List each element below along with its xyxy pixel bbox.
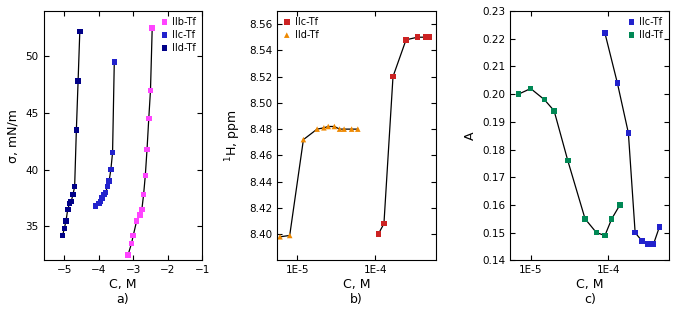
IIb-Tf	[135, 213, 145, 218]
IId-Tf	[298, 137, 309, 142]
IIc-Tf	[401, 37, 412, 42]
IId-Tf	[606, 216, 617, 221]
IIc-Tf	[420, 35, 431, 40]
IIc-Tf	[99, 192, 110, 197]
IId-Tf	[323, 124, 334, 129]
IIc-Tf	[612, 80, 623, 85]
IId-Tf	[318, 125, 329, 130]
IIb-Tf	[147, 25, 158, 30]
IId-Tf	[61, 218, 72, 223]
IIb-Tf	[122, 252, 133, 257]
IId-Tf	[68, 192, 78, 197]
IIc-Tf	[654, 225, 665, 230]
IId-Tf	[539, 97, 550, 102]
IIb-Tf	[126, 241, 137, 246]
Legend: IIb-Tf, IIc-Tf, IId-Tf: IIb-Tf, IIc-Tf, IId-Tf	[160, 16, 197, 54]
IId-Tf	[274, 234, 285, 239]
IId-Tf	[69, 184, 80, 189]
Legend: IIc-Tf, IId-Tf: IIc-Tf, IId-Tf	[282, 16, 319, 41]
IIc-Tf	[90, 203, 101, 208]
IId-Tf	[614, 203, 625, 208]
X-axis label: C, M
a): C, M a)	[109, 278, 137, 306]
IIb-Tf	[128, 233, 139, 238]
IIc-Tf	[412, 35, 422, 40]
IId-Tf	[591, 230, 602, 235]
IId-Tf	[57, 233, 68, 238]
IIb-Tf	[145, 88, 156, 93]
X-axis label: C, M
b): C, M b)	[343, 278, 370, 306]
IId-Tf	[74, 29, 85, 34]
IId-Tf	[562, 158, 573, 163]
IIc-Tf	[93, 201, 104, 206]
IId-Tf	[600, 233, 610, 238]
IIc-Tf	[623, 131, 634, 136]
IIc-Tf	[630, 230, 641, 235]
IIc-Tf	[107, 150, 118, 155]
IIb-Tf	[142, 147, 153, 152]
IIc-Tf	[97, 196, 107, 201]
IIb-Tf	[138, 192, 149, 197]
IIc-Tf	[373, 232, 384, 237]
IIc-Tf	[102, 184, 113, 189]
IIb-Tf	[143, 116, 154, 121]
IIc-Tf	[109, 59, 120, 64]
IIc-Tf	[648, 241, 659, 246]
Y-axis label: σ, mN/m: σ, mN/m	[7, 109, 20, 163]
IId-Tf	[285, 233, 295, 238]
IId-Tf	[525, 86, 536, 91]
IId-Tf	[64, 201, 75, 206]
IIc-Tf	[642, 241, 653, 246]
IIc-Tf	[95, 199, 106, 204]
IIc-Tf	[100, 190, 111, 195]
IIb-Tf	[131, 218, 142, 223]
IIc-Tf	[379, 221, 389, 226]
IId-Tf	[66, 199, 76, 204]
Y-axis label: A: A	[464, 131, 477, 140]
IIc-Tf	[600, 31, 610, 36]
IId-Tf	[549, 108, 560, 113]
IId-Tf	[352, 127, 363, 132]
IId-Tf	[339, 127, 349, 132]
Legend: IIc-Tf, IId-Tf: IIc-Tf, IId-Tf	[627, 16, 665, 41]
IIc-Tf	[387, 74, 398, 79]
IIb-Tf	[140, 173, 151, 178]
IId-Tf	[346, 127, 357, 132]
IIc-Tf	[103, 178, 114, 183]
IIc-Tf	[105, 167, 116, 172]
IIc-Tf	[424, 35, 435, 40]
Y-axis label: $^{1}$H, ppm: $^{1}$H, ppm	[224, 110, 243, 162]
IId-Tf	[71, 127, 82, 132]
IId-Tf	[59, 226, 70, 231]
IId-Tf	[579, 216, 590, 221]
IId-Tf	[312, 127, 322, 132]
IIc-Tf	[637, 239, 648, 244]
IId-Tf	[513, 92, 524, 97]
IId-Tf	[62, 207, 73, 212]
X-axis label: C, M
c): C, M c)	[576, 278, 604, 306]
IId-Tf	[329, 124, 340, 129]
IIb-Tf	[137, 207, 147, 212]
IId-Tf	[73, 79, 84, 84]
IId-Tf	[334, 127, 345, 132]
